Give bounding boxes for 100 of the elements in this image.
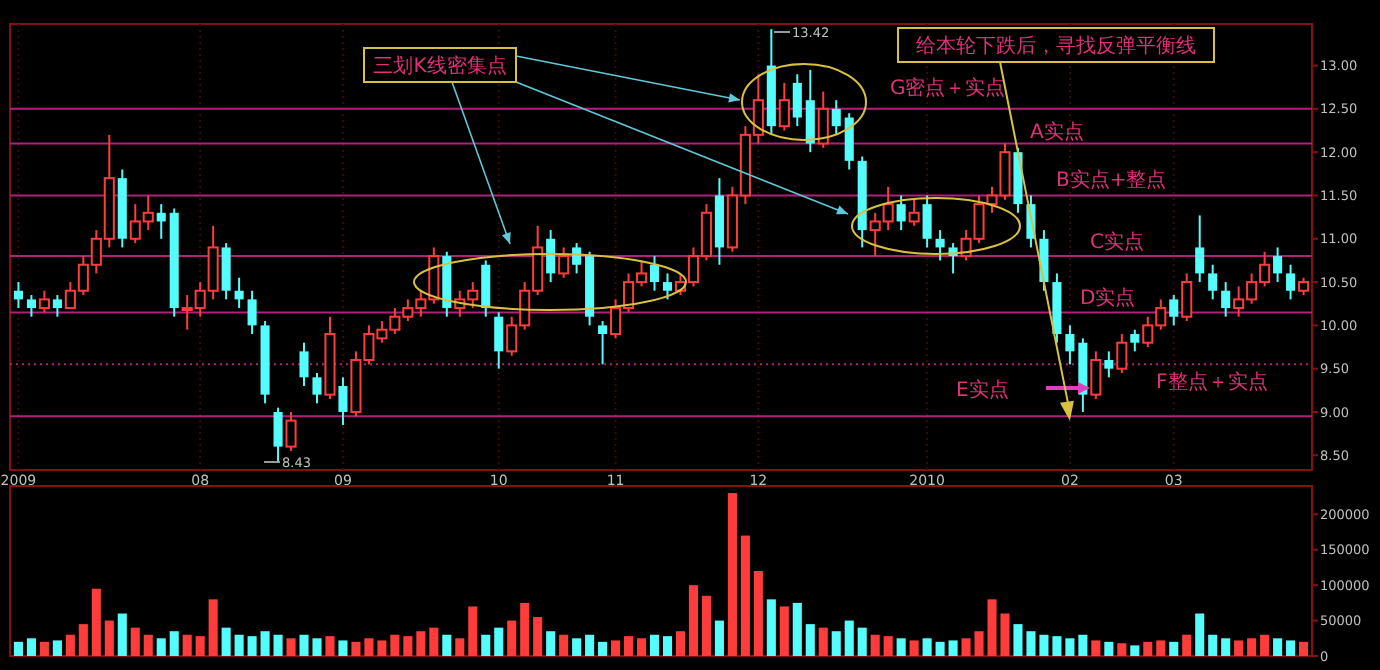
bar: [1156, 640, 1166, 656]
bar: [65, 634, 75, 656]
candlestick: [312, 372, 322, 405]
bar: [1299, 641, 1309, 656]
bar: [805, 624, 815, 656]
candlestick: [52, 294, 62, 318]
bar: [1286, 640, 1296, 656]
bar: [688, 585, 698, 656]
bar: [1182, 634, 1192, 656]
candlestick: [935, 229, 945, 262]
bar: [338, 640, 348, 656]
candlestick: [1090, 350, 1102, 400]
bar: [234, 634, 244, 656]
bar: [1221, 638, 1231, 656]
bar: [727, 493, 737, 656]
candlestick: [572, 242, 582, 275]
candlestick: [598, 320, 608, 366]
ref-line-label: F整点＋实点: [1156, 370, 1268, 394]
bar: [533, 617, 543, 656]
bar: [403, 636, 413, 656]
bar: [844, 620, 854, 656]
bar: [455, 638, 465, 656]
candlestick: [1181, 272, 1193, 323]
candlestick: [234, 276, 244, 310]
bar: [922, 638, 932, 656]
bar: [208, 599, 218, 656]
bar: [1117, 643, 1127, 656]
candlestick: [156, 203, 166, 240]
bar: [195, 636, 205, 656]
bar: [883, 636, 893, 656]
bar: [260, 631, 270, 656]
candlestick: [1116, 333, 1128, 375]
ref-line-label: A实点: [1030, 120, 1084, 144]
bar: [624, 636, 634, 656]
bar: [1247, 638, 1257, 656]
candlestick: [247, 289, 257, 336]
candlestick: [481, 259, 491, 318]
bar: [1104, 641, 1114, 656]
bar: [351, 641, 361, 656]
bar: [1130, 645, 1140, 656]
candlestick: [1286, 263, 1296, 301]
bar: [1260, 634, 1270, 656]
candlestick: [805, 68, 815, 154]
candlestick: [38, 289, 50, 314]
bar: [416, 631, 426, 656]
bar: [377, 640, 387, 656]
bar: [507, 620, 517, 656]
candlestick: [662, 272, 673, 301]
bar: [753, 571, 763, 656]
candlestick: [558, 246, 570, 279]
bar: [26, 638, 36, 656]
bar: [572, 638, 582, 656]
bar: [52, 640, 62, 656]
bar: [870, 634, 880, 656]
bar: [896, 638, 906, 656]
bar: [182, 634, 192, 656]
bar: [247, 636, 257, 656]
bar: [766, 599, 776, 656]
candlestick: [285, 410, 297, 452]
ref-line-label: D实点: [1080, 286, 1136, 310]
candlestick: [831, 99, 841, 136]
bar: [117, 613, 127, 656]
bar: [598, 641, 608, 656]
bar: [636, 638, 647, 656]
candlestick: [817, 90, 829, 149]
bar: [104, 620, 114, 656]
candlestick: [1195, 214, 1205, 284]
bar: [857, 627, 867, 656]
bar: [364, 638, 374, 656]
bar: [169, 631, 179, 656]
candlestick: [792, 73, 802, 128]
bar: [221, 627, 231, 656]
bar: [468, 606, 478, 656]
bar: [948, 640, 958, 656]
bar: [325, 636, 335, 656]
bar: [831, 631, 841, 656]
candlestick: [844, 112, 854, 171]
bar: [1195, 613, 1205, 656]
bar: [1078, 634, 1088, 656]
candlestick: [896, 194, 906, 232]
candlestick: [649, 255, 660, 292]
bar: [1208, 634, 1218, 656]
bar: [714, 620, 724, 656]
bar: [1169, 641, 1179, 656]
bar: [909, 640, 919, 656]
bar: [520, 602, 530, 656]
ref-line-label: G密点＋实点: [890, 76, 1006, 100]
candlestick: [1104, 350, 1114, 379]
bar: [546, 631, 556, 656]
bar: [429, 627, 439, 656]
bar: [792, 602, 802, 656]
bar: [701, 595, 711, 656]
bar: [286, 638, 296, 656]
bar: [91, 588, 101, 656]
candlestick: [1221, 281, 1231, 318]
bar: [675, 631, 686, 656]
annotation: 给本轮下跌后，寻找反弹平衡线: [916, 34, 1196, 58]
ref-line-label: C实点: [1090, 230, 1144, 254]
bar: [13, 641, 23, 656]
bar: [1273, 638, 1283, 656]
